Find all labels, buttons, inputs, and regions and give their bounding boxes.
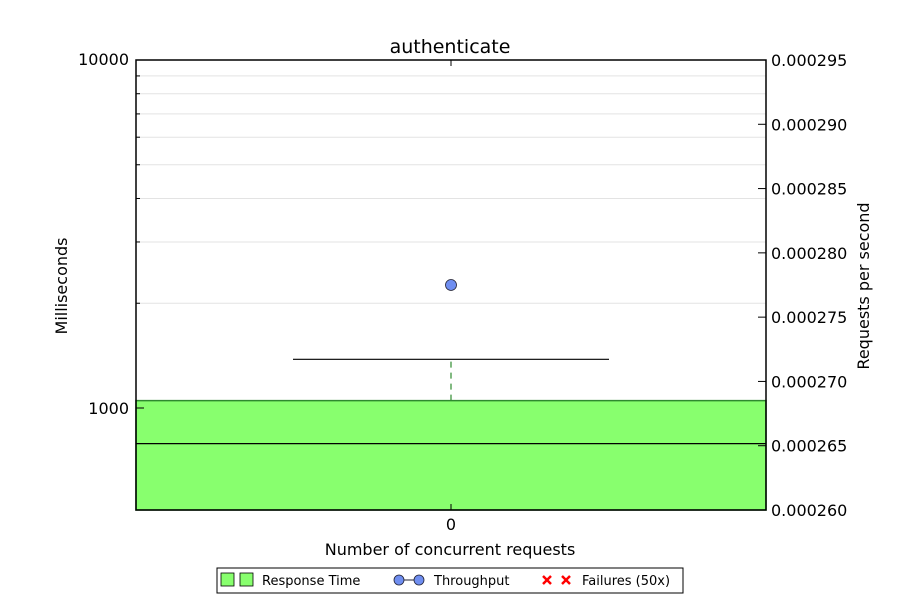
chart-title: authenticate	[390, 36, 511, 58]
y-right-axis-title: Requests per second	[854, 202, 873, 369]
y-right-tick-label: 0.000260	[771, 501, 847, 520]
legend-response-time-swatch	[239, 572, 254, 587]
y-right-tick-label: 0.000290	[771, 115, 847, 134]
y-right-tick-labels: 0.000295 0.000290 0.000285 0.000280 0.000275…	[771, 51, 847, 520]
plot-frame	[135, 59, 767, 511]
y-left-axis-title: Milliseconds	[52, 238, 71, 335]
response-time-box	[135, 399, 767, 511]
y-right-tick-label: 0.000275	[771, 308, 847, 327]
legend-response-time-label: Response Time	[262, 574, 360, 589]
legend-failures-marker	[542, 575, 571, 585]
chart-marks	[135, 59, 767, 511]
y-right-tick-label: 0.000270	[771, 372, 847, 391]
y-right-tick-label: 0.000295	[771, 51, 847, 70]
grid-lines	[136, 75, 766, 304]
legend-frame	[216, 567, 684, 594]
y-right-tick-label: 0.000280	[771, 244, 847, 263]
y-right-tick-label: 0.000285	[771, 180, 847, 199]
legend-throughput-label: Throughput	[433, 574, 510, 589]
x-tick-label-0: 0	[446, 515, 456, 534]
x-axis-title: Number of concurrent requests	[325, 540, 576, 559]
y-left-tick-label-1000: 1000	[88, 399, 129, 418]
legend-response-time-swatch	[220, 572, 235, 587]
legend-throughput-marker	[393, 574, 405, 586]
y-right-tick-label: 0.000265	[771, 437, 847, 456]
y-left-tick-label-10000: 10000	[78, 50, 129, 69]
legend: Response Time Throughput Failures (50x)	[216, 567, 684, 594]
legend-failures-label: Failures (50x)	[582, 574, 670, 589]
legend-throughput-marker	[413, 574, 425, 586]
throughput-point	[445, 279, 457, 291]
